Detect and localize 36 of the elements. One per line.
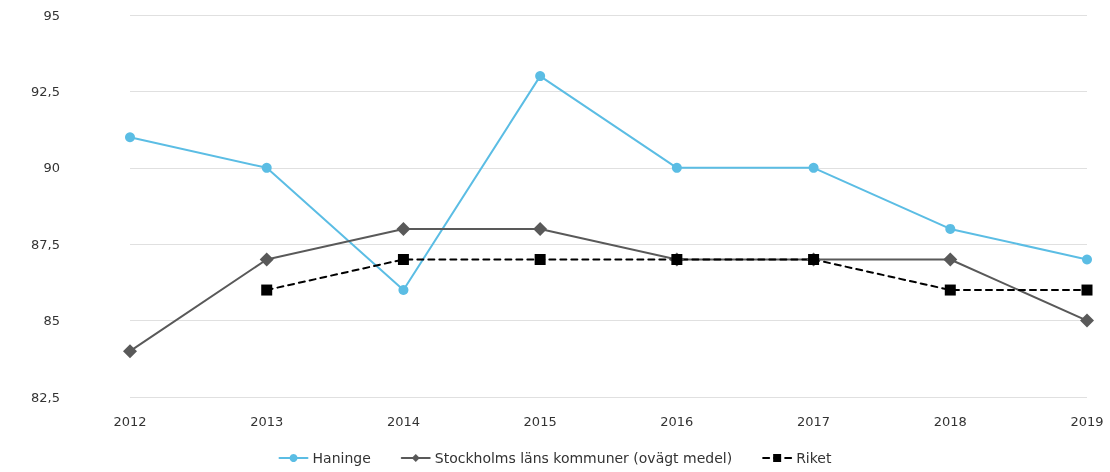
y-tick-label: 85	[43, 313, 60, 329]
y-tick-label: 87,5	[31, 236, 60, 252]
point	[535, 71, 546, 82]
x-tick-label: 2015	[523, 414, 557, 429]
x-tick-label: 2019	[1070, 414, 1104, 429]
point	[1081, 284, 1093, 296]
x-tick-label: 2012	[113, 414, 147, 429]
y-tick-label: 92,5	[31, 83, 60, 99]
x-tick-label: 2017	[797, 414, 831, 429]
y-tick-label: 95	[43, 7, 60, 23]
point	[396, 221, 411, 236]
point	[671, 162, 682, 173]
y-tick-label: 90	[43, 160, 60, 176]
point	[261, 162, 272, 173]
x-tick-label: 2013	[250, 414, 284, 429]
legend-label: Riket	[796, 450, 832, 466]
point	[808, 162, 819, 173]
point	[125, 132, 135, 143]
point	[944, 284, 956, 296]
point	[945, 223, 956, 234]
legend-label: Stockholms läns kommuner (ovägt medel)	[434, 450, 733, 466]
point	[1082, 254, 1092, 265]
legend-label: Haninge	[312, 450, 371, 466]
point	[261, 284, 273, 296]
point	[534, 253, 546, 265]
x-tick-label: 2018	[933, 414, 967, 429]
point	[398, 285, 409, 296]
y-tick-label: 82,5	[31, 389, 60, 405]
x-tick-label: 2014	[386, 414, 420, 429]
point	[533, 221, 548, 236]
x-tick-label: 2016	[660, 414, 694, 429]
point	[123, 344, 137, 359]
point	[943, 252, 958, 267]
point	[1080, 313, 1094, 328]
point	[259, 252, 274, 267]
point	[397, 253, 409, 265]
